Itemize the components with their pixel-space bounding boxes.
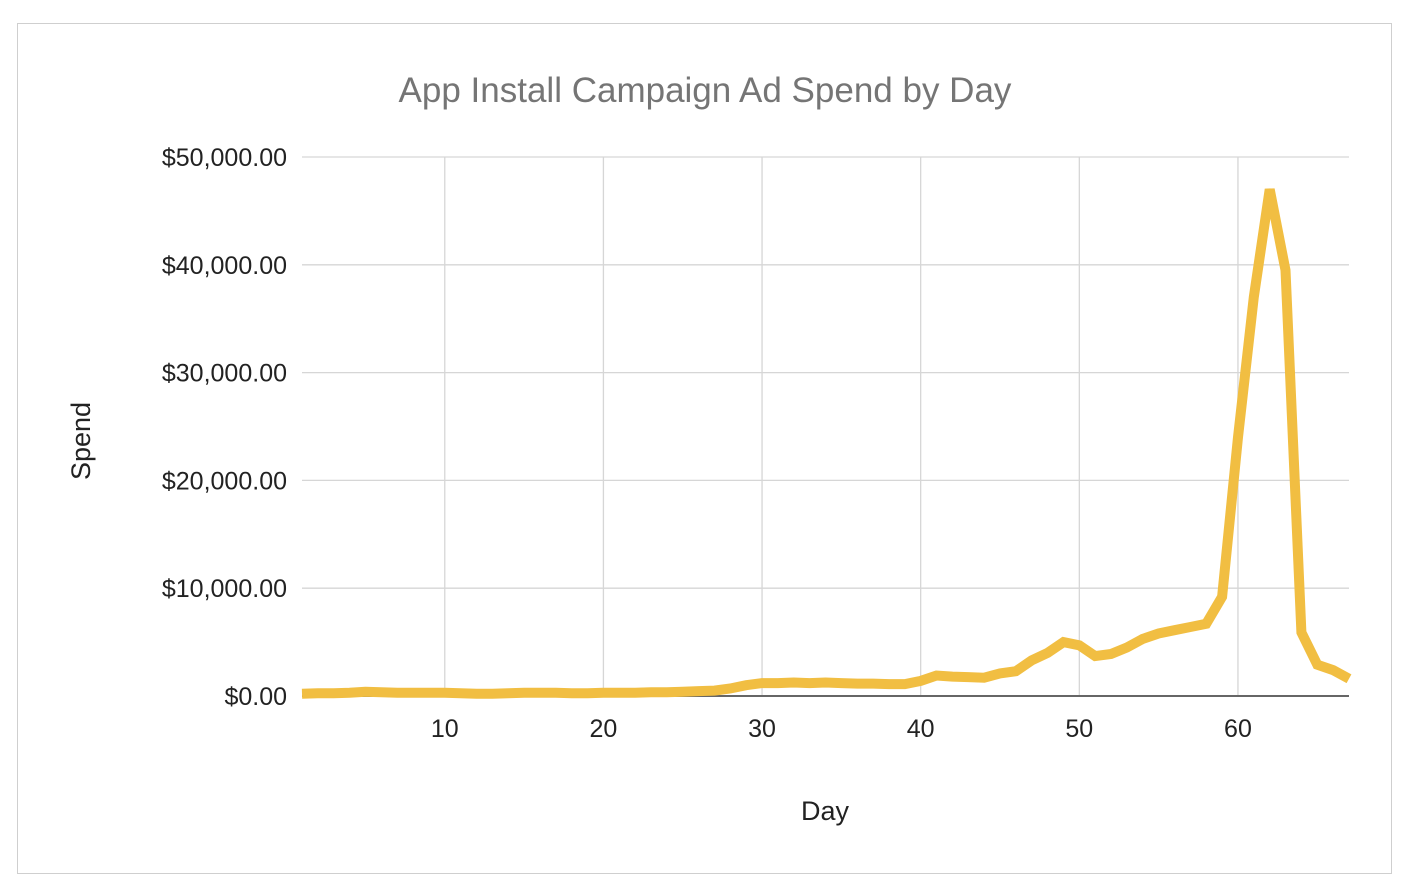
y-tick-label: $20,000.00 <box>162 467 287 495</box>
tick-labels: $0.00 $10,000.00 $20,000.00 $30,000.00 $40,0… <box>162 144 1252 743</box>
chart-frame <box>17 23 1392 874</box>
y-tick-label: $10,000.00 <box>162 575 287 603</box>
y-tick-label: $40,000.00 <box>162 252 287 280</box>
y-tick-label: $50,000.00 <box>162 144 287 172</box>
x-tick-label: 10 <box>431 715 459 743</box>
chart-title: App Install Campaign Ad Spend by Day <box>399 71 1012 110</box>
x-tick-label: 40 <box>907 715 935 743</box>
y-axis-label: Spend <box>66 402 96 480</box>
x-tick-label: 30 <box>748 715 776 743</box>
x-tick-label: 60 <box>1224 715 1252 743</box>
series-line <box>301 188 1352 699</box>
y-tick-label: $0.00 <box>224 683 287 711</box>
x-tick-label: 50 <box>1065 715 1093 743</box>
x-tick-label: 20 <box>590 715 618 743</box>
gridlines <box>302 156 1349 697</box>
x-axis-label: Day <box>801 796 850 826</box>
y-tick-label: $30,000.00 <box>162 360 287 388</box>
